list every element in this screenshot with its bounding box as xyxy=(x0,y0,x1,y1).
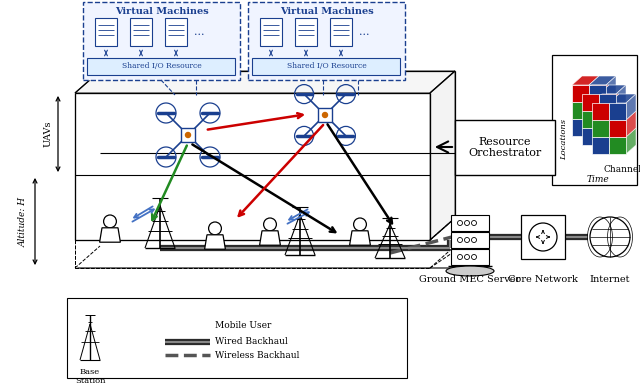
Bar xyxy=(592,120,609,137)
Bar xyxy=(609,103,626,120)
Bar xyxy=(318,108,332,122)
Text: Resource
Orchestrator: Resource Orchestrator xyxy=(468,137,541,158)
Polygon shape xyxy=(205,235,225,249)
Bar xyxy=(252,58,400,75)
Polygon shape xyxy=(606,76,616,102)
Bar xyxy=(260,18,282,46)
Polygon shape xyxy=(75,93,430,240)
Text: Locations: Locations xyxy=(560,120,568,161)
Bar xyxy=(572,85,589,102)
Text: Time: Time xyxy=(587,175,610,185)
Text: Mobile User: Mobile User xyxy=(215,320,271,329)
Bar xyxy=(165,18,187,46)
Polygon shape xyxy=(616,102,626,128)
Polygon shape xyxy=(626,111,636,137)
Text: Core Network: Core Network xyxy=(508,276,578,284)
Bar xyxy=(599,128,616,145)
Polygon shape xyxy=(606,110,616,136)
Circle shape xyxy=(529,223,557,251)
Bar xyxy=(87,58,235,75)
Text: ...: ... xyxy=(194,27,204,37)
Bar xyxy=(95,18,117,46)
Bar xyxy=(521,215,565,259)
Bar xyxy=(592,103,609,120)
Text: Wireless Backhaul: Wireless Backhaul xyxy=(215,351,300,360)
Bar xyxy=(295,18,317,46)
Text: Virtual Machines: Virtual Machines xyxy=(280,7,373,15)
Text: Base
Station: Base Station xyxy=(75,368,105,385)
Bar xyxy=(589,85,606,102)
Bar xyxy=(589,119,606,136)
Bar xyxy=(609,120,626,137)
Bar xyxy=(609,137,626,154)
Text: Ground MEC Server: Ground MEC Server xyxy=(419,276,520,284)
Polygon shape xyxy=(100,228,120,242)
Bar xyxy=(451,249,489,265)
Circle shape xyxy=(209,222,221,235)
Circle shape xyxy=(159,315,171,327)
Polygon shape xyxy=(616,85,626,111)
Polygon shape xyxy=(606,93,616,119)
Polygon shape xyxy=(609,94,636,103)
Circle shape xyxy=(590,217,630,257)
Polygon shape xyxy=(260,231,280,245)
Circle shape xyxy=(354,218,366,231)
Bar xyxy=(589,102,606,119)
Bar xyxy=(552,55,637,185)
Bar xyxy=(130,18,152,46)
Bar xyxy=(330,18,352,46)
Text: Shared I/O Resource: Shared I/O Resource xyxy=(122,62,202,70)
Bar xyxy=(582,94,599,111)
Text: ...: ... xyxy=(359,27,369,37)
Polygon shape xyxy=(616,119,626,145)
Text: UAVs: UAVs xyxy=(44,121,52,147)
Ellipse shape xyxy=(446,266,494,276)
Bar xyxy=(451,232,489,248)
Polygon shape xyxy=(626,94,636,120)
Polygon shape xyxy=(599,85,626,94)
Circle shape xyxy=(186,132,191,137)
Bar xyxy=(455,120,555,175)
Bar xyxy=(582,111,599,128)
Bar xyxy=(592,137,609,154)
Circle shape xyxy=(264,218,276,231)
Polygon shape xyxy=(572,76,599,85)
Bar xyxy=(572,119,589,136)
Polygon shape xyxy=(349,231,371,245)
Bar xyxy=(248,2,405,80)
Bar xyxy=(599,94,616,111)
Bar xyxy=(599,111,616,128)
Text: Virtual Machines: Virtual Machines xyxy=(115,7,209,15)
Text: Wired Backhaul: Wired Backhaul xyxy=(215,337,288,346)
Bar xyxy=(572,102,589,119)
Bar xyxy=(181,128,195,142)
Bar xyxy=(451,215,489,231)
Bar xyxy=(582,128,599,145)
Polygon shape xyxy=(592,94,619,103)
Polygon shape xyxy=(589,76,616,85)
Text: Channels: Channels xyxy=(604,166,640,175)
Text: Shared I/O Resource: Shared I/O Resource xyxy=(287,62,366,70)
Circle shape xyxy=(104,215,116,228)
Polygon shape xyxy=(430,71,455,240)
Text: Internet: Internet xyxy=(589,276,630,284)
Bar xyxy=(67,298,407,378)
Circle shape xyxy=(323,113,328,118)
Polygon shape xyxy=(626,128,636,154)
Text: Altitude: H: Altitude: H xyxy=(19,197,28,247)
Polygon shape xyxy=(156,327,175,341)
Polygon shape xyxy=(75,71,455,93)
Polygon shape xyxy=(582,85,609,94)
Bar xyxy=(83,2,240,80)
